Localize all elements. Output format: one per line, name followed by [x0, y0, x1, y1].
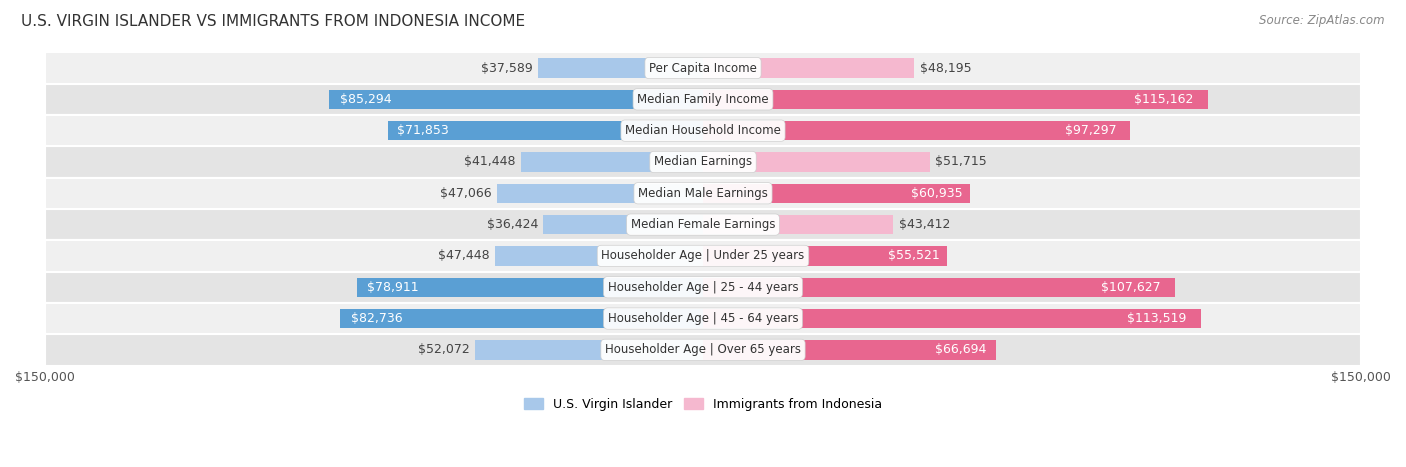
Bar — [45, 52, 1361, 84]
Bar — [45, 177, 1361, 209]
Bar — [45, 240, 1361, 272]
Bar — [45, 272, 1361, 303]
Text: $41,448: $41,448 — [464, 156, 516, 169]
Bar — [703, 309, 1201, 328]
Bar — [357, 277, 703, 297]
Bar — [703, 184, 970, 203]
Text: $113,519: $113,519 — [1126, 312, 1187, 325]
Bar — [45, 84, 1361, 115]
Bar — [496, 184, 703, 203]
Bar — [703, 277, 1175, 297]
Bar — [475, 340, 703, 360]
Text: $107,627: $107,627 — [1101, 281, 1161, 294]
Text: $82,736: $82,736 — [352, 312, 402, 325]
Bar — [703, 215, 893, 234]
Bar — [538, 58, 703, 78]
Bar — [45, 115, 1361, 146]
Text: $36,424: $36,424 — [486, 218, 538, 231]
Bar — [388, 121, 703, 141]
Text: $47,448: $47,448 — [437, 249, 489, 262]
Text: $43,412: $43,412 — [898, 218, 950, 231]
Legend: U.S. Virgin Islander, Immigrants from Indonesia: U.S. Virgin Islander, Immigrants from In… — [519, 393, 887, 416]
Bar — [45, 209, 1361, 240]
Bar — [703, 90, 1208, 109]
Text: Householder Age | 45 - 64 years: Householder Age | 45 - 64 years — [607, 312, 799, 325]
Bar — [703, 340, 995, 360]
Bar — [45, 146, 1361, 177]
Text: $78,911: $78,911 — [367, 281, 419, 294]
Text: $51,715: $51,715 — [935, 156, 987, 169]
Bar — [703, 58, 914, 78]
Text: $115,162: $115,162 — [1133, 93, 1194, 106]
Text: $52,072: $52,072 — [418, 343, 470, 356]
Text: Median Family Income: Median Family Income — [637, 93, 769, 106]
Bar — [703, 121, 1130, 141]
Bar — [543, 215, 703, 234]
Text: $48,195: $48,195 — [920, 62, 972, 75]
Bar — [45, 334, 1361, 366]
Text: $60,935: $60,935 — [911, 187, 962, 200]
Text: Median Male Earnings: Median Male Earnings — [638, 187, 768, 200]
Text: Median Household Income: Median Household Income — [626, 124, 780, 137]
Text: Householder Age | 25 - 44 years: Householder Age | 25 - 44 years — [607, 281, 799, 294]
Text: $66,694: $66,694 — [935, 343, 987, 356]
Text: Householder Age | Under 25 years: Householder Age | Under 25 years — [602, 249, 804, 262]
Bar — [340, 309, 703, 328]
Text: Median Earnings: Median Earnings — [654, 156, 752, 169]
Text: Source: ZipAtlas.com: Source: ZipAtlas.com — [1260, 14, 1385, 27]
Text: Per Capita Income: Per Capita Income — [650, 62, 756, 75]
Text: $71,853: $71,853 — [398, 124, 449, 137]
Bar — [45, 303, 1361, 334]
Text: Householder Age | Over 65 years: Householder Age | Over 65 years — [605, 343, 801, 356]
Text: $97,297: $97,297 — [1066, 124, 1116, 137]
Bar — [703, 152, 929, 172]
Text: $55,521: $55,521 — [887, 249, 939, 262]
Text: $37,589: $37,589 — [481, 62, 533, 75]
Text: $85,294: $85,294 — [340, 93, 392, 106]
Text: U.S. VIRGIN ISLANDER VS IMMIGRANTS FROM INDONESIA INCOME: U.S. VIRGIN ISLANDER VS IMMIGRANTS FROM … — [21, 14, 526, 29]
Bar — [495, 246, 703, 266]
Bar — [703, 246, 946, 266]
Bar — [522, 152, 703, 172]
Bar — [329, 90, 703, 109]
Text: $47,066: $47,066 — [440, 187, 491, 200]
Text: Median Female Earnings: Median Female Earnings — [631, 218, 775, 231]
